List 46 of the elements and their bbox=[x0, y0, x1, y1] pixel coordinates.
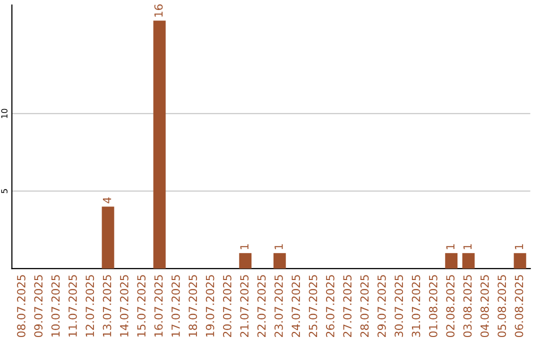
x-tick-label: 26.07.2025 bbox=[326, 275, 334, 337]
data-label: 1 bbox=[514, 244, 524, 250]
x-tick-label: 13.07.2025 bbox=[102, 275, 112, 337]
x-tick-label: 05.08.2025 bbox=[498, 275, 506, 338]
x-tick-label: 03.08.2025 bbox=[463, 275, 472, 338]
bar bbox=[445, 253, 458, 269]
x-tick-label: 08.07.2025 bbox=[17, 275, 26, 338]
x-tick-label: 12.07.2025 bbox=[86, 275, 94, 337]
x-tick-label: 01.08.2025 bbox=[428, 275, 438, 338]
y-tick-label: 10 bbox=[1, 108, 8, 118]
data-label: 1 bbox=[463, 244, 472, 250]
data-label: 1 bbox=[446, 244, 454, 250]
bar bbox=[273, 253, 286, 269]
x-tick-label: 16.07.2025 bbox=[154, 275, 163, 337]
x-tick-label: 22.07.2025 bbox=[257, 275, 266, 337]
data-label: 1 bbox=[274, 244, 283, 250]
data-label: 4 bbox=[102, 197, 112, 204]
x-tick-label: 31.07.2025 bbox=[412, 275, 420, 337]
bar bbox=[514, 253, 526, 269]
x-tick-label: 24.07.2025 bbox=[292, 275, 300, 337]
x-tick-label: 30.07.2025 bbox=[394, 275, 404, 337]
x-tick-label: 17.07.2025 bbox=[171, 275, 180, 337]
x-tick-label: 14.07.2025 bbox=[120, 275, 128, 337]
x-tick-label: 23.07.2025 bbox=[274, 275, 283, 337]
bar bbox=[102, 206, 114, 269]
data-label: 1 bbox=[240, 244, 248, 250]
x-tick-label: 25.07.2025 bbox=[308, 275, 318, 337]
bar bbox=[153, 20, 166, 269]
data-label: 16 bbox=[154, 4, 163, 17]
x-tick-label: 04.08.2025 bbox=[480, 275, 489, 338]
x-tick-label: 11.07.2025 bbox=[68, 275, 77, 337]
x-tick-label: 18.07.2025 bbox=[188, 275, 198, 337]
x-tick-label: 10.07.2025 bbox=[51, 275, 60, 337]
bar bbox=[462, 253, 475, 269]
x-tick-label: 15.07.2025 bbox=[137, 275, 146, 337]
x-tick-label: 20.07.2025 bbox=[222, 275, 232, 337]
x-tick-label: 09.07.2025 bbox=[34, 275, 43, 338]
x-tick-label: 19.07.2025 bbox=[206, 275, 214, 337]
x-tick-label: 29.07.2025 bbox=[377, 275, 386, 337]
x-tick-label: 06.08.2025 bbox=[514, 275, 524, 338]
x-tick-label: 02.08.2025 bbox=[446, 275, 455, 338]
x-tick-label: 28.07.2025 bbox=[360, 275, 369, 337]
x-tick-label: 27.07.2025 bbox=[343, 275, 352, 337]
y-tick-label: 5 bbox=[1, 189, 8, 194]
x-tick-label: 21.07.2025 bbox=[240, 275, 249, 337]
bar bbox=[239, 253, 252, 269]
